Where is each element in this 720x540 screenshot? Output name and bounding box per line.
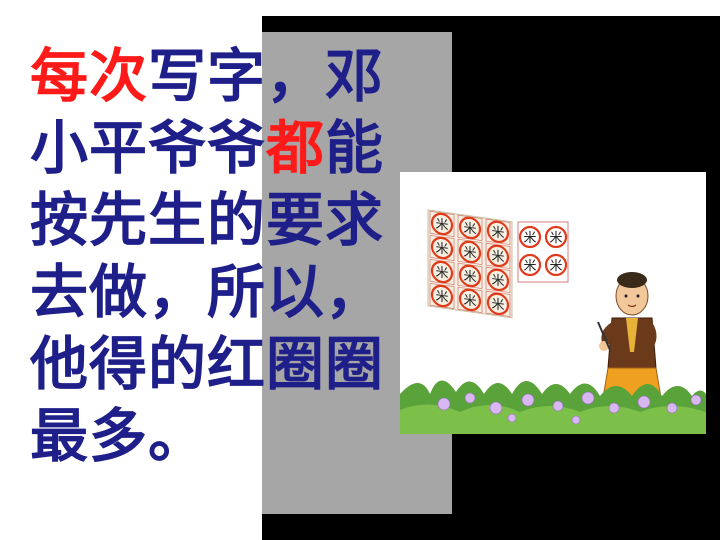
- sheet-character: 米: [492, 273, 505, 290]
- red-circle-mark: [458, 264, 482, 288]
- sheet-character: 米: [436, 241, 449, 258]
- text-segment: 最多。: [30, 402, 208, 470]
- sheet-character: 米: [550, 259, 563, 274]
- sheet-character: 米: [464, 245, 477, 262]
- sheet-character: 米: [436, 217, 449, 234]
- sheet-character: 米: [464, 293, 477, 310]
- red-circle-mark: [430, 260, 454, 284]
- text-line-3: 按先生的要求: [30, 184, 450, 256]
- red-circle-mark: [430, 284, 454, 308]
- red-circle-mark: [486, 292, 510, 316]
- sheet-character: 米: [464, 221, 477, 238]
- boy-writing-illustration: 米米米米米米米米米米米米 米米米米: [400, 172, 706, 434]
- sheet-character: 米: [436, 265, 449, 282]
- text-segment: 能: [325, 114, 385, 182]
- sheet-character: 米: [492, 297, 505, 314]
- calligraphy-sheet-left: 米米米米米米米米米米米米: [427, 209, 513, 319]
- sheet-character: 米: [524, 259, 537, 274]
- red-circle-mark: [518, 225, 542, 249]
- red-circle-mark: [486, 268, 510, 292]
- calligraphy-sheet-right: 米米米米: [517, 221, 569, 283]
- text-segment: 按先生的要求: [30, 186, 385, 254]
- highlight-word: 都: [266, 114, 326, 182]
- story-text: 每次写字，邓 小平爷爷都能 按先生的要求 去做，所以， 他得的红圈圈 最多。: [30, 40, 450, 472]
- red-circle-mark: [430, 236, 454, 260]
- sheet-character: 米: [492, 225, 505, 242]
- red-circle-mark: [486, 244, 510, 268]
- red-circle-mark: [430, 212, 454, 236]
- text-segment: 写字，邓: [148, 42, 385, 110]
- red-circle-mark: [458, 240, 482, 264]
- sheet-character: 米: [524, 231, 537, 246]
- text-segment: 他得的红圈圈: [30, 330, 385, 398]
- red-circle-mark: [544, 225, 568, 249]
- grass-and-flowers: [400, 380, 706, 434]
- text-line-1: 每次写字，邓: [30, 40, 450, 112]
- white-background-strip: [0, 0, 262, 540]
- sheet-character: 米: [550, 231, 563, 246]
- sheet-character: 米: [492, 249, 505, 266]
- red-circle-mark: [486, 220, 510, 244]
- highlight-word: 每次: [30, 42, 149, 110]
- sheet-character: 米: [464, 269, 477, 286]
- red-circle-mark: [458, 288, 482, 312]
- text-line-5: 他得的红圈圈: [30, 328, 450, 400]
- sheet-character: 米: [436, 289, 449, 306]
- text-segment: 小平爷爷: [30, 114, 267, 182]
- red-circle-mark: [544, 253, 568, 277]
- text-segment: 去做，所以，: [30, 258, 385, 326]
- text-line-6: 最多。: [30, 400, 450, 472]
- red-circle-mark: [518, 253, 542, 277]
- text-line-4: 去做，所以，: [30, 256, 450, 328]
- red-circle-mark: [458, 216, 482, 240]
- text-line-2: 小平爷爷都能: [30, 112, 450, 184]
